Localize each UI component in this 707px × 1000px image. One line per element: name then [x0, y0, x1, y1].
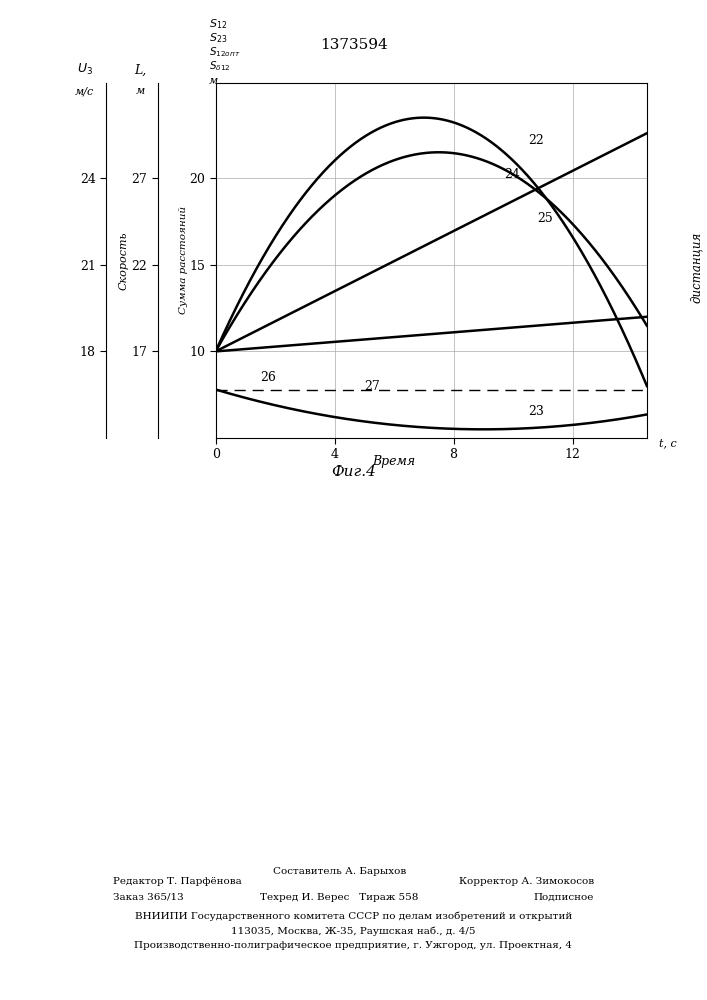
Text: Время: Время [373, 455, 416, 468]
Text: м: м [209, 76, 218, 86]
Text: Скорость: Скорость [119, 231, 129, 290]
Text: Техред И. Верес   Тираж 558: Техред И. Верес Тираж 558 [260, 892, 419, 902]
Text: дистанция: дистанция [690, 232, 703, 303]
Text: 22: 22 [528, 134, 544, 147]
Text: Корректор А. Зимокосов: Корректор А. Зимокосов [459, 878, 594, 886]
Text: 113035, Москва, Ж-35, Раушская наб., д. 4/5: 113035, Москва, Ж-35, Раушская наб., д. … [231, 926, 476, 936]
Text: Сумма расстояний: Сумма расстояний [180, 207, 188, 314]
Text: 23: 23 [528, 405, 544, 418]
Text: Заказ 365/13: Заказ 365/13 [113, 892, 184, 902]
Text: Фиг.4: Фиг.4 [331, 465, 376, 479]
Text: $S_{23}$: $S_{23}$ [209, 31, 227, 45]
Text: Подписное: Подписное [534, 892, 594, 902]
Text: м/с: м/с [75, 86, 95, 96]
Text: Производственно-полиграфическое предприятие, г. Ужгород, ул. Проектная, 4: Производственно-полиграфическое предприя… [134, 942, 573, 950]
Text: $S_{12опт}$: $S_{12опт}$ [209, 45, 240, 59]
Text: 24: 24 [504, 168, 520, 181]
Text: t, c: t, c [659, 438, 677, 448]
Text: L,: L, [134, 64, 146, 77]
Text: 26: 26 [260, 371, 276, 384]
Text: Составитель А. Барыхов: Составитель А. Барыхов [273, 867, 406, 876]
Text: $S_{δ 12}$: $S_{δ 12}$ [209, 59, 230, 73]
Text: Редактор Т. Парфёнова: Редактор Т. Парфёнова [113, 878, 242, 886]
Text: $U_3$: $U_3$ [77, 62, 93, 77]
Text: $S_{12}$: $S_{12}$ [209, 17, 227, 31]
Text: 1373594: 1373594 [320, 38, 387, 52]
Text: 27: 27 [364, 380, 380, 393]
Text: м: м [135, 86, 145, 96]
Text: 25: 25 [537, 212, 553, 225]
Text: ВНИИПИ Государственного комитета СССР по делам изобретений и открытий: ВНИИПИ Государственного комитета СССР по… [135, 911, 572, 921]
